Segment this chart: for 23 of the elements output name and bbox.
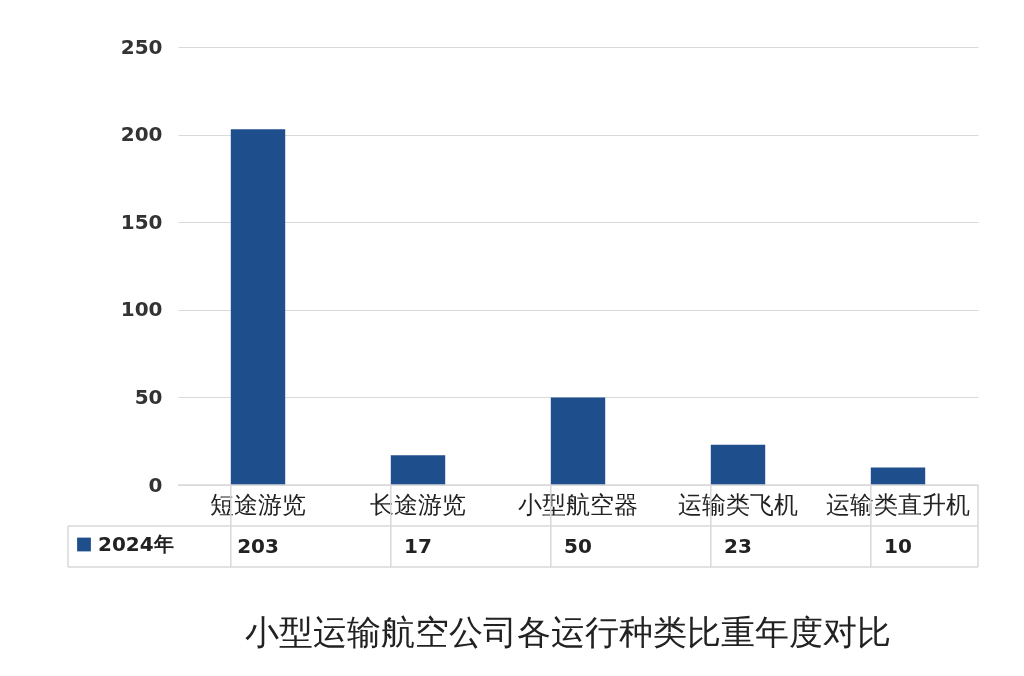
x-tick-label: 小型航空器	[518, 490, 638, 519]
bar	[870, 467, 926, 485]
text: 小型运输航空公司各运行种类比重年度对比	[245, 612, 891, 652]
y-tick-label: 0	[148, 472, 163, 497]
y-tick-label: 200	[120, 122, 163, 147]
data-label: 203	[237, 533, 279, 558]
bar	[710, 444, 766, 485]
x-tick-label: 运输类直升机	[826, 490, 970, 519]
data-label: 23	[724, 533, 752, 558]
y-tick-label: 150	[120, 209, 163, 234]
bar	[390, 455, 446, 485]
x-tick-label: 长途游览	[370, 490, 466, 519]
x-tick-label: 短途游览	[210, 490, 306, 519]
y-tick-label: 100	[120, 297, 163, 322]
data-label: 50	[564, 533, 592, 558]
bar	[550, 397, 606, 485]
y-tick-label: 50	[134, 384, 163, 409]
x-tick-label: 运输类飞机	[678, 490, 798, 519]
bar	[230, 129, 286, 485]
legend-label: 2024年	[98, 531, 174, 556]
data-label: 17	[404, 533, 432, 558]
y-tick-label: 250	[120, 34, 163, 59]
data-label: 10	[884, 533, 912, 558]
